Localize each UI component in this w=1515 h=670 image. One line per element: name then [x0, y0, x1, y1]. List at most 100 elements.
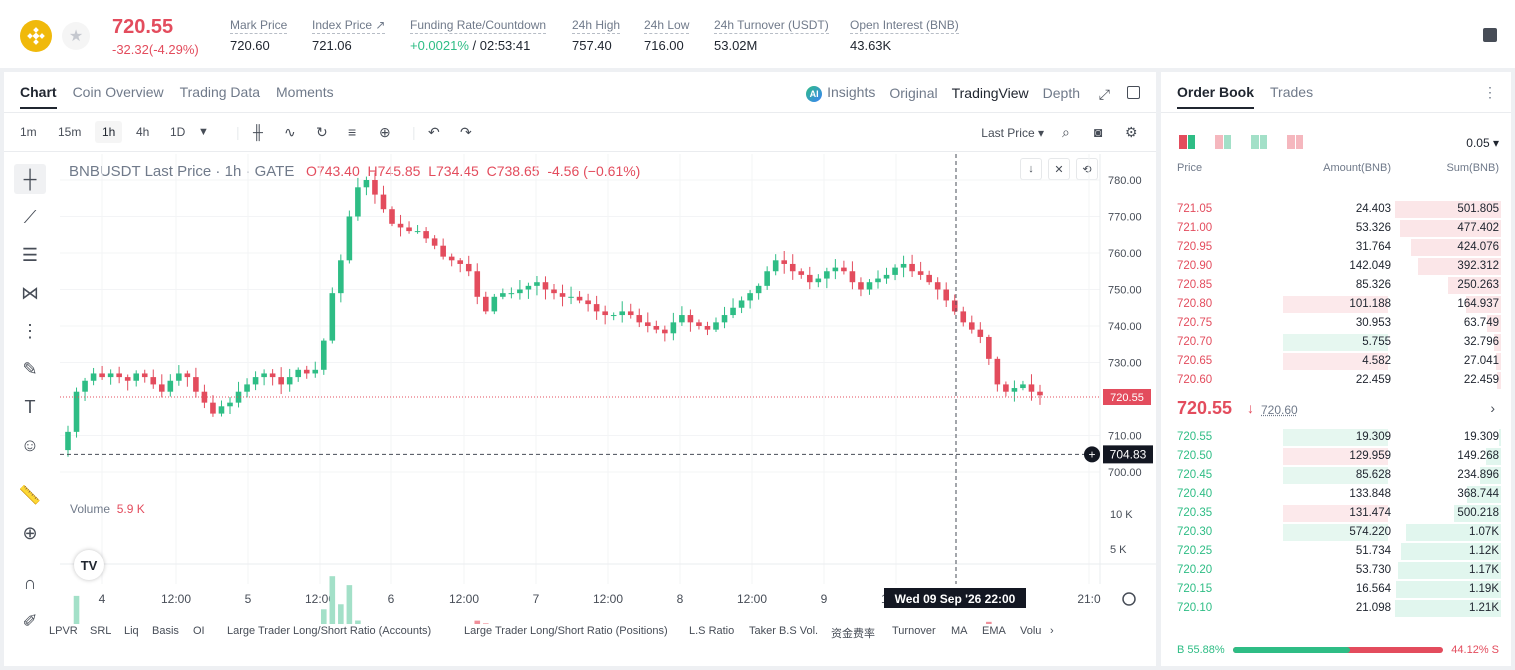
timeframe-15m[interactable]: 15m	[58, 125, 82, 139]
book-both-icon[interactable]	[1179, 135, 1195, 149]
chevron-right-icon[interactable]: ›	[1490, 400, 1495, 416]
indicator-lpvr[interactable]: LPVR	[49, 625, 78, 637]
indicator-strip: LPVR SRL Liq Basis OI Large Trader Long/…	[4, 622, 1156, 642]
replay-icon[interactable]: ↻	[316, 124, 328, 140]
tab-coin-overview[interactable]: Coin Overview	[72, 84, 164, 100]
depth-bar	[1405, 524, 1501, 541]
indicators-icon[interactable]: ∿	[284, 124, 296, 140]
timeframe-1d[interactable]: 1D	[170, 125, 186, 139]
precision-select[interactable]: 0.05 ▾	[1466, 136, 1499, 150]
tab-order-book[interactable]: Order Book	[1177, 84, 1255, 109]
ask-row[interactable]: 720.60 22.459 22.459	[1161, 371, 1511, 390]
horizontal-lines-icon[interactable]: ☰	[21, 244, 39, 265]
pattern-icon[interactable]: ⋈	[21, 282, 39, 303]
ask-row[interactable]: 721.05 24.403 501.805	[1161, 200, 1511, 219]
emoji-icon[interactable]: ☺	[20, 434, 40, 455]
pencil-lock-icon[interactable]: ✐	[22, 610, 38, 631]
cell-price: 720.55	[1177, 431, 1213, 443]
indicator-ls-ratio[interactable]: L.S Ratio	[689, 625, 735, 637]
add-indicator-icon[interactable]: ⊕	[379, 124, 391, 140]
crosshair-icon[interactable]: ┼	[14, 164, 46, 194]
candle-type-icon[interactable]: ╫	[253, 124, 263, 140]
indicator-ls-accounts[interactable]: Large Trader Long/Short Ratio (Accounts)	[227, 625, 432, 637]
bid-row[interactable]: 720.15 16.564 1.19K	[1161, 580, 1511, 599]
magnet-icon[interactable]: ∩	[23, 572, 37, 593]
template-icon[interactable]: ≡	[348, 124, 357, 140]
guide-book-icon[interactable]	[1483, 28, 1497, 42]
book-bids-icon[interactable]	[1251, 135, 1267, 149]
ask-row[interactable]: 720.80 101.188 164.937	[1161, 295, 1511, 314]
timeframe-4h[interactable]: 4h	[136, 125, 150, 139]
candle-body	[329, 293, 336, 341]
amount-highlight	[1283, 448, 1388, 465]
indicator-liq[interactable]: Liq	[124, 625, 139, 637]
ask-row[interactable]: 721.00 53.326 477.402	[1161, 219, 1511, 238]
timeframe-1m[interactable]: 1m	[20, 125, 37, 139]
favorite-star-icon[interactable]: ★	[62, 22, 90, 50]
tab-trading-data[interactable]: Trading Data	[179, 84, 261, 100]
indicator-srl[interactable]: SRL	[90, 625, 112, 637]
indicator-volume[interactable]: Volu	[1020, 625, 1042, 637]
timeframe-1h[interactable]: 1h	[95, 121, 123, 143]
bid-row[interactable]: 720.25 51.734 1.12K	[1161, 542, 1511, 561]
bid-row[interactable]: 720.50 129.959 149.268	[1161, 447, 1511, 466]
camera-icon[interactable]: ◙	[1094, 124, 1103, 140]
ask-row[interactable]: 720.95 31.764 424.076	[1161, 238, 1511, 257]
fib-icon[interactable]: ⋮	[21, 320, 39, 341]
indicator-ma[interactable]: MA	[951, 625, 968, 637]
tab-original[interactable]: Original	[889, 85, 938, 101]
settings-gear-icon[interactable]: ⚙	[1125, 124, 1138, 140]
ask-row[interactable]: 720.85 85.326 250.263	[1161, 276, 1511, 295]
tab-trades[interactable]: Trades	[1270, 84, 1314, 100]
stat-index-price[interactable]: Index Price ↗ 721.06	[312, 18, 386, 53]
redo-icon[interactable]: ↷	[460, 124, 472, 140]
indicator-ema[interactable]: EMA	[982, 625, 1006, 637]
text-icon[interactable]: T	[24, 396, 36, 417]
tab-moments[interactable]: Moments	[276, 84, 334, 100]
indicator-turnover[interactable]: Turnover	[892, 625, 936, 637]
bid-row[interactable]: 720.30 574.220 1.07K	[1161, 523, 1511, 542]
search-icon[interactable]: ⌕	[1062, 124, 1070, 140]
candlestick-chart[interactable]: 780.00 770.00 760.00 750.00 740.00 730.00 710.…	[4, 154, 1156, 624]
bid-row[interactable]: 720.35 131.474 500.218	[1161, 504, 1511, 523]
ask-row[interactable]: 720.65 4.582 27.041	[1161, 352, 1511, 371]
chart-tabs: Chart Coin Overview Trading Data Moments	[20, 84, 334, 109]
price-axis-label: 700.00	[1108, 467, 1142, 479]
expand-icon[interactable]: ⤢	[1098, 86, 1110, 102]
download-arrow-icon[interactable]: ↓	[1020, 158, 1042, 180]
chevron-right-icon[interactable]: ›	[1050, 625, 1054, 637]
more-options-icon[interactable]: ⋮	[1483, 84, 1497, 100]
bid-row[interactable]: 720.45 85.628 234.896	[1161, 466, 1511, 485]
tab-insights[interactable]: AI Insights	[806, 84, 875, 102]
brush-icon[interactable]: ✎	[22, 358, 38, 379]
indicator-ls-positions[interactable]: Large Trader Long/Short Ratio (Positions…	[464, 625, 668, 637]
ask-row[interactable]: 720.90 142.049 392.312	[1161, 257, 1511, 276]
chevron-down-icon[interactable]: ▼	[198, 126, 209, 138]
bid-row[interactable]: 720.20 53.730 1.17K	[1161, 561, 1511, 580]
undo-icon[interactable]: ↶	[428, 124, 440, 140]
candle-body	[500, 293, 506, 297]
book-asks-icon[interactable]	[1287, 135, 1303, 149]
bid-row[interactable]: 720.55 19.309 19.309	[1161, 428, 1511, 447]
indicator-basis[interactable]: Basis	[152, 625, 179, 637]
cell-sum: 1.12K	[1468, 545, 1499, 557]
ask-row[interactable]: 720.75 30.953 63.749	[1161, 314, 1511, 333]
ask-row[interactable]: 720.70 5.755 32.796	[1161, 333, 1511, 352]
tab-depth[interactable]: Depth	[1042, 85, 1080, 101]
bid-row[interactable]: 720.40 133.848 368.744	[1161, 485, 1511, 504]
divider	[1161, 112, 1511, 113]
zoom-icon[interactable]: ⊕	[22, 522, 38, 543]
bid-row[interactable]: 720.10 21.098 1.21K	[1161, 599, 1511, 618]
cell-price: 721.00	[1177, 222, 1213, 234]
book-mixed-icon[interactable]	[1215, 135, 1231, 149]
indicator-oi[interactable]: OI	[193, 625, 205, 637]
trendline-icon[interactable]: ⟋	[23, 206, 37, 227]
candle-body	[875, 278, 881, 283]
fullscreen-icon[interactable]	[1127, 86, 1140, 99]
ruler-icon[interactable]: 📏	[18, 484, 42, 505]
price-type-select[interactable]: Last Price ▾	[981, 126, 1044, 140]
indicator-taker-vol[interactable]: Taker B.S Vol.	[749, 625, 819, 637]
indicator-funding[interactable]: 资金费率	[831, 628, 875, 640]
tab-chart[interactable]: Chart	[20, 84, 57, 109]
tab-tradingview[interactable]: TradingView	[951, 85, 1029, 101]
